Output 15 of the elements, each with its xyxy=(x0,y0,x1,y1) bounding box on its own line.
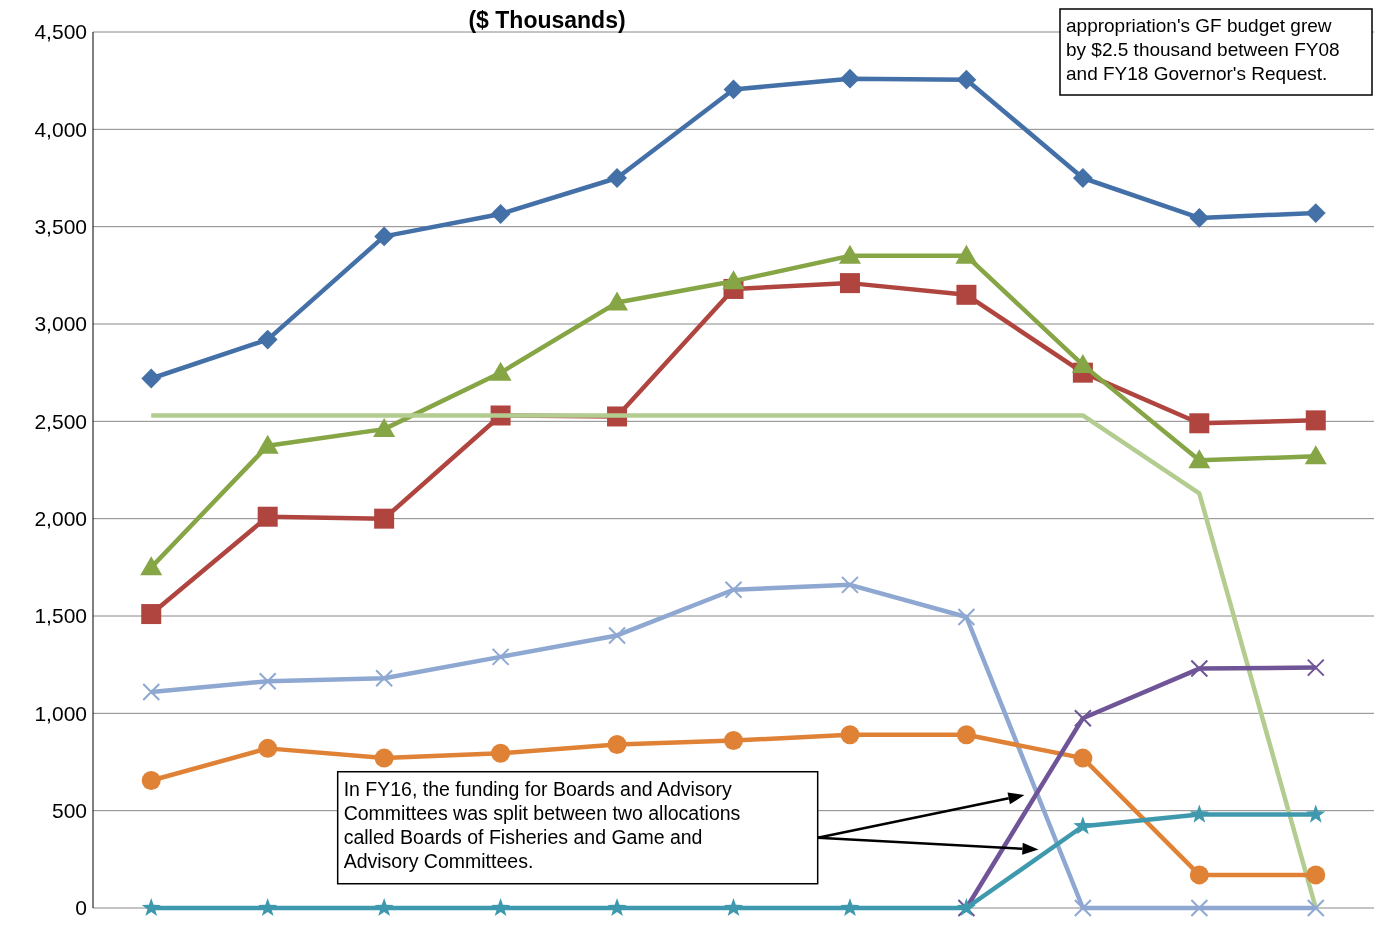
y-tick-label: 2,500 xyxy=(34,409,87,433)
annotation: In FY16, the funding for Boards and Advisory Committees was split between two allocations called Boards of Fisheries and Game and Advisory Committees. xyxy=(343,777,741,872)
y-tick-label: 0 xyxy=(75,896,87,920)
y-tick-label: 4,000 xyxy=(34,117,87,141)
y-tick-label: 4,500 xyxy=(34,20,87,44)
y-tick-label: 1,000 xyxy=(34,701,87,725)
y-tick-label: 500 xyxy=(51,799,87,823)
y-tick-label: 3,500 xyxy=(34,215,87,239)
note-box: In FY16, the funding for Boards and Advisory Committees was split between two allocations called Boards of Fisheries and Game and Advisory Committees. xyxy=(336,771,819,885)
y-tick-label: 3,000 xyxy=(34,312,87,336)
note-box: appropriation's GF budget grew by $2.5 thousand between FY08 and FY18 Governor's Request. xyxy=(1059,8,1373,96)
y-tick-label: 2,000 xyxy=(34,507,87,531)
chart-title: ($ Thousands) xyxy=(468,7,626,33)
annotation: appropriation's GF budget grew by $2.5 thousand between FY08 and FY18 Governor's Request. xyxy=(1066,15,1340,84)
y-tick-label: 1,500 xyxy=(34,604,87,628)
